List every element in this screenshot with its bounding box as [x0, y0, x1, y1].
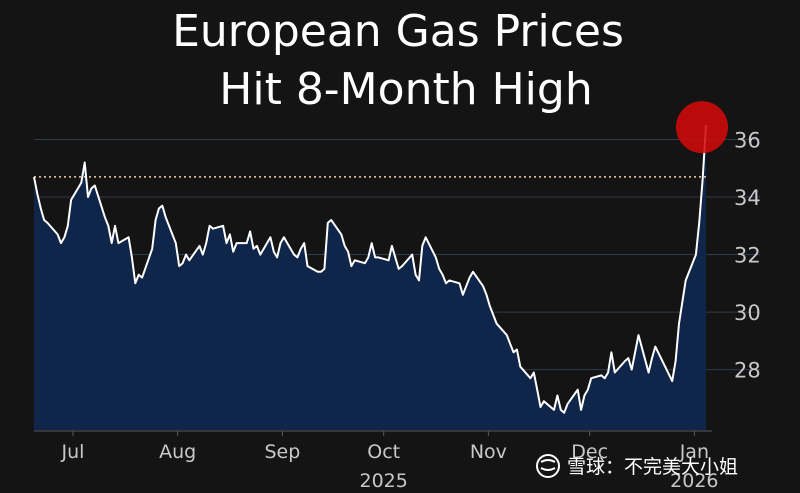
- y-tick-label-32: 32: [734, 244, 761, 268]
- chart-title-line-2: Hit 8-Month High: [219, 64, 592, 115]
- x-year-label-2026: 2026: [670, 470, 718, 492]
- price-area: [34, 125, 706, 430]
- x-tick-label-sep: Sep: [264, 441, 300, 463]
- y-tick-label-36: 36: [734, 129, 761, 153]
- x-tick-label-nov: Nov: [470, 441, 507, 463]
- x-tick-label-aug: Aug: [159, 441, 196, 463]
- x-tick-label-oct: Oct: [367, 441, 400, 463]
- y-tick-label-30: 30: [734, 301, 761, 325]
- x-tick-label-jul: Jul: [61, 441, 85, 463]
- x-axis-years: 2025 2026: [360, 470, 719, 492]
- watermark: 雪球：不完美大小姐: [536, 454, 738, 478]
- watermark-text: 雪球：不完美大小姐: [567, 456, 738, 478]
- highlight-circle: [676, 101, 728, 154]
- x-axis-ticks: Jul Aug Sep Oct Nov Dec Jan: [61, 431, 709, 463]
- y-tick-label-34: 34: [734, 186, 761, 210]
- chart-title-line-1: European Gas Prices: [172, 6, 624, 57]
- x-tick-label-jan: Jan: [679, 441, 709, 463]
- snowball-logo-icon: [536, 454, 560, 478]
- price-line: [33, 125, 707, 414]
- y-tick-label-28: 28: [734, 359, 761, 383]
- x-tick-label-dec: Dec: [571, 441, 608, 463]
- x-year-label-2025: 2025: [360, 470, 408, 492]
- y-axis-ticks: 28 30 32 34 36: [734, 129, 761, 383]
